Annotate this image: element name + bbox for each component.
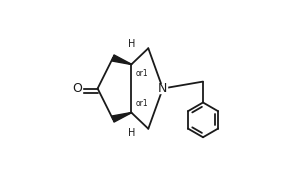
Text: N: N: [158, 82, 168, 95]
Bar: [72, 83, 81, 94]
Text: or1: or1: [135, 99, 148, 108]
Text: H: H: [128, 39, 135, 49]
Polygon shape: [112, 55, 132, 64]
Text: H: H: [128, 128, 135, 138]
Bar: [159, 84, 167, 93]
Text: O: O: [72, 82, 82, 95]
Text: or1: or1: [135, 69, 148, 78]
Polygon shape: [112, 113, 132, 122]
